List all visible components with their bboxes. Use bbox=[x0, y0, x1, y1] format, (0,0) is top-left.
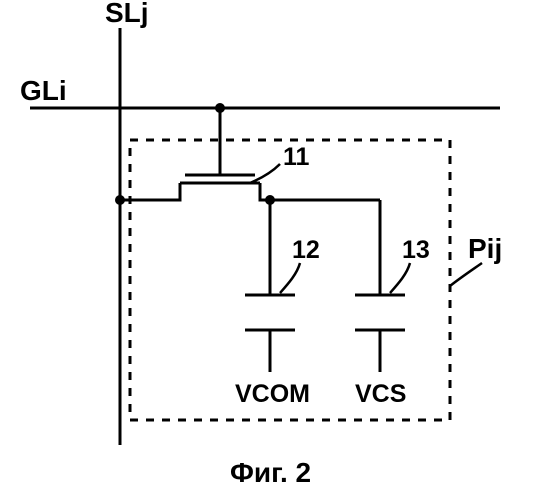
ref-13: 13 bbox=[402, 236, 430, 264]
label-vcom: VCOM bbox=[235, 380, 310, 408]
figure-caption: Фиг. 2 bbox=[230, 457, 311, 488]
ref13-leader bbox=[390, 263, 410, 293]
node-sl-source bbox=[115, 195, 125, 205]
label-slj: SLj bbox=[105, 0, 149, 28]
pij-leader bbox=[450, 263, 482, 286]
ref12-leader bbox=[280, 263, 300, 293]
circuit-diagram: SLj GLi 11 12 13 Pij VCOM VCS Фиг. 2 bbox=[0, 0, 552, 500]
label-pij: Pij bbox=[468, 233, 502, 264]
label-gli: GLi bbox=[20, 75, 67, 106]
ref-12: 12 bbox=[292, 236, 320, 264]
ref-11: 11 bbox=[283, 143, 310, 171]
label-vcs: VCS bbox=[355, 380, 406, 408]
